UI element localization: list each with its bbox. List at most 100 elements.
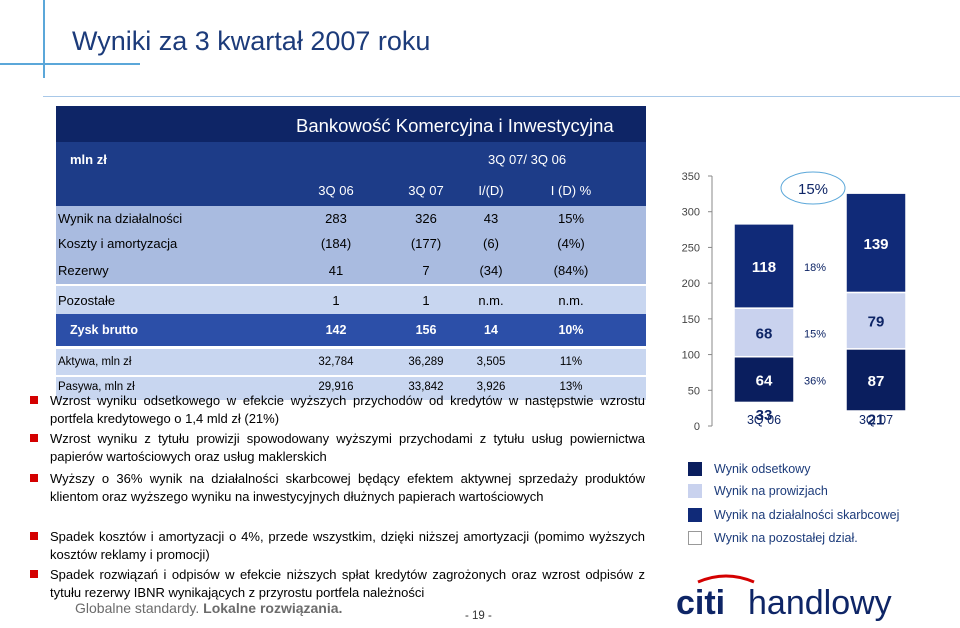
- table-header-columns: 3Q 06 3Q 07 I/(D) I (D) %: [56, 173, 646, 206]
- y-tick-label: 100: [682, 350, 700, 362]
- y-tick-label: 350: [682, 171, 700, 183]
- svg-text:citi: citi: [676, 584, 725, 622]
- accent-vertical-line: [43, 0, 45, 78]
- x-tick-label: 3Q 07: [859, 413, 893, 427]
- data-label: 68: [756, 325, 773, 342]
- bullet-item: Wzrost wyniku odsetkowego w efekcie wyżs…: [30, 392, 645, 428]
- bullet-item: Spadek kosztów i amortyzacji o 4%, przed…: [30, 528, 645, 564]
- growth-label: 18%: [804, 262, 826, 274]
- results-table: mln zł 3Q 07/ 3Q 06 3Q 06 3Q 07 I/(D) I …: [56, 142, 646, 400]
- bullet-marker: [30, 434, 38, 442]
- footer-tagline: Globalne standardy. Lokalne rozwiązania.: [75, 600, 342, 616]
- cell: 43: [483, 211, 499, 226]
- zysk-brutto-row: Zysk brutto 142 156 14 10%: [56, 314, 646, 346]
- legend-swatch: [688, 508, 702, 522]
- row-separator: [56, 375, 646, 377]
- bullet-text: Spadek rozwiązań i odpisów w efekcie niż…: [50, 567, 645, 600]
- data-label: 139: [863, 236, 888, 253]
- svg-text:handlowy: handlowy: [748, 584, 892, 622]
- divider: [43, 96, 960, 97]
- legend-swatch: [688, 462, 702, 476]
- table-row: Rezerwy 41 7 (34) (84%): [56, 256, 646, 284]
- group-header: 3Q 07/ 3Q 06: [488, 152, 567, 167]
- x-tick-label: 3Q 06: [747, 413, 781, 427]
- row-label: Zysk brutto: [70, 323, 139, 337]
- bar-segment: [733, 223, 795, 309]
- bullet-marker: [30, 396, 38, 404]
- table-row: Wynik na działalności 283 326 43 15%: [56, 206, 646, 230]
- legend-label: Wynik na prowizjach: [714, 484, 828, 498]
- cell: 15%: [557, 211, 585, 226]
- cell: 142: [325, 323, 347, 337]
- y-tick-label: 150: [682, 314, 700, 326]
- cell: n.m.: [478, 293, 504, 308]
- row-label: Wynik na działalności: [58, 211, 183, 226]
- total-growth-bubble: [780, 171, 846, 205]
- cell: 29,916: [318, 381, 354, 393]
- col-header: I/(D): [478, 183, 504, 198]
- row-separator: [56, 346, 646, 349]
- legend-label: Wynik odsetkowy: [714, 462, 811, 476]
- row-label: Rezerwy: [58, 263, 109, 278]
- cell: 1: [422, 293, 430, 308]
- bullet-marker: [30, 532, 38, 540]
- legend-swatch: [688, 484, 702, 498]
- bullet-text: Wzrost wyniku odsetkowego w efekcie wyżs…: [50, 393, 645, 426]
- legend-label: Wynik na działalności skarbcowej: [714, 508, 900, 522]
- data-label: 64: [756, 373, 773, 390]
- cell: 36,289: [408, 356, 444, 368]
- tagline-part-bold: Lokalne rozwiązania.: [203, 600, 343, 616]
- citi-handlowy-logo: citi handlowy: [676, 574, 892, 622]
- bullet-text: Wzrost wyniku z tytułu prowizji spowodow…: [50, 431, 645, 464]
- cell: 156: [415, 323, 437, 337]
- cell: 32,784: [318, 356, 354, 368]
- cell: (6): [483, 236, 499, 251]
- cell: (184): [320, 236, 352, 251]
- bar-segment: [845, 348, 907, 412]
- legend-swatch: [688, 531, 702, 545]
- col-header: I (D) %: [550, 183, 592, 198]
- cell: 7: [422, 263, 430, 278]
- growth-label: 15%: [804, 328, 826, 340]
- bullet-text: Wyższy o 36% wynik na działalności skarb…: [50, 471, 645, 504]
- cell: 3,505: [476, 356, 506, 368]
- data-label: 21: [868, 412, 885, 429]
- row-label: Pozostałe: [58, 293, 116, 308]
- cell: (177): [410, 236, 442, 251]
- col-header: 3Q 06: [318, 183, 354, 198]
- cell: n.m.: [558, 293, 584, 308]
- row-separator: [56, 284, 646, 286]
- bullet-item: Wyższy o 36% wynik na działalności skarb…: [30, 470, 645, 506]
- bar-segment: [733, 355, 795, 404]
- table-row: Pozostałe 1 1 n.m. n.m.: [56, 286, 646, 314]
- cell: 10%: [558, 323, 584, 337]
- unit-label: mln zł: [70, 152, 107, 167]
- bullet-text: Spadek kosztów i amortyzacji o 4%, przed…: [50, 529, 645, 562]
- y-tick-label: 50: [688, 385, 700, 397]
- stacked-bar-chart: 350 300 250 200 150 100 50 0 33 64 68 118 3Q 06 21 87 7…: [682, 171, 907, 433]
- cell: 283: [325, 211, 347, 226]
- cell: 1: [332, 293, 340, 308]
- banner-label: Bankowość Komercyjna i Inwestycyjna: [296, 115, 614, 136]
- cell: (4%): [557, 236, 585, 251]
- cell: 41: [328, 263, 344, 278]
- cell: 33,842: [408, 381, 444, 393]
- y-tick-label: 300: [682, 207, 700, 219]
- row-label: Koszty i amortyzacja: [58, 236, 178, 251]
- data-label: 118: [752, 259, 776, 276]
- data-label: 79: [868, 314, 885, 331]
- bullet-marker: [30, 474, 38, 482]
- data-label: 87: [868, 373, 885, 390]
- legend-label: Wynik na pozostałej dział.: [714, 531, 858, 545]
- cell: 14: [484, 323, 498, 337]
- y-tick-label: 200: [682, 278, 700, 290]
- bullet-item: Spadek rozwiązań i odpisów w efekcie niż…: [30, 566, 645, 602]
- y-tick-label: 250: [682, 242, 700, 254]
- bar-segment: [845, 192, 907, 294]
- growth-label: 36%: [804, 376, 826, 388]
- total-growth-label: 15%: [798, 181, 828, 198]
- cell: 13%: [559, 381, 583, 393]
- bullet-item: Wzrost wyniku z tytułu prowizji spowodow…: [30, 430, 645, 466]
- bar-segment: [733, 307, 795, 358]
- cell: (84%): [553, 263, 589, 278]
